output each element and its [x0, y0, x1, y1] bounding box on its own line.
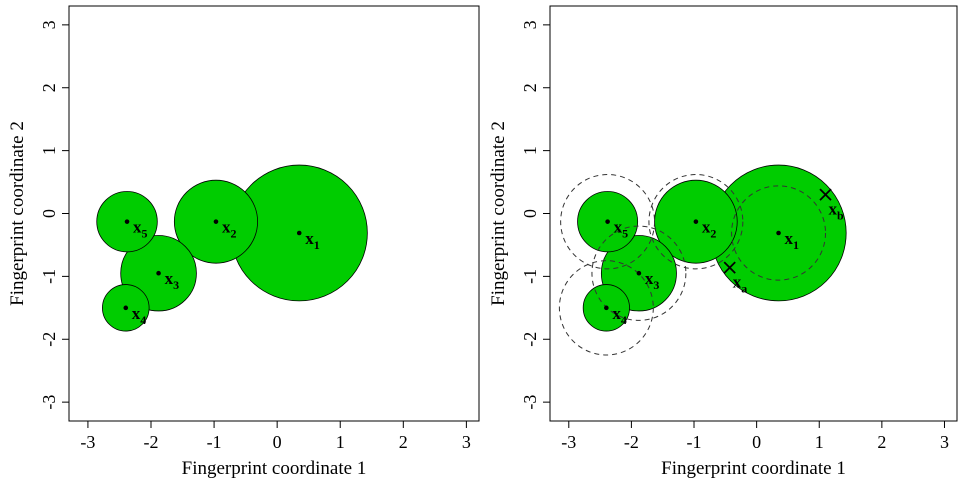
x-tick-label: 2 — [399, 432, 408, 452]
point-label-sub: 4 — [140, 313, 146, 327]
data-point-2 — [213, 219, 219, 224]
point-label-sub: 3 — [173, 278, 179, 292]
point-label-base: x — [305, 229, 314, 248]
point-label-sub: 4 — [621, 313, 627, 327]
y-tick-label: 0 — [39, 209, 59, 218]
point-label-sub: 2 — [710, 227, 716, 241]
y-tick-label: -1 — [520, 269, 540, 284]
dashed-circle-1 — [731, 185, 827, 281]
x-tick-label: -3 — [80, 432, 95, 452]
point-label-base: x — [165, 269, 174, 288]
point-label-1: x1 — [305, 229, 320, 252]
point-label-base: x — [785, 229, 794, 248]
y-axis-title: Fingerprint coordinate 2 — [7, 121, 28, 306]
y-tick-label: 3 — [39, 20, 59, 29]
y-tick-label: -1 — [39, 269, 59, 284]
dashed-circle-4 — [558, 260, 654, 356]
x-tick-label: -1 — [687, 432, 702, 452]
point-label-1: x1 — [785, 229, 800, 252]
y-tick-label: -2 — [520, 332, 540, 347]
x-axis-title: Fingerprint coordinate 1 — [182, 458, 367, 479]
point-label-5: x5 — [133, 218, 148, 241]
point-label-5: x5 — [614, 218, 629, 241]
point-label-sub: 5 — [622, 227, 628, 241]
data-point-2 — [693, 219, 699, 224]
y-axis-title: Fingerprint coordinate 2 — [488, 121, 509, 306]
data-point-3 — [156, 270, 161, 276]
point-label-2: x2 — [222, 218, 237, 241]
cross-marker-a — [723, 261, 736, 274]
x-tick-label: 0 — [752, 432, 761, 452]
point-label-3: x3 — [645, 269, 660, 292]
marker-label-base: x — [733, 273, 742, 292]
point-label-sub: 1 — [314, 238, 320, 252]
point-label-base: x — [222, 218, 231, 237]
x-tick-label: -1 — [207, 432, 222, 452]
data-point-4 — [604, 305, 609, 311]
x-tick-label: -2 — [144, 432, 159, 452]
point-label-sub: 2 — [230, 227, 236, 241]
y-tick-label: -3 — [520, 395, 540, 410]
cross-stroke-2 — [819, 188, 832, 201]
y-tick-label: -3 — [39, 395, 59, 410]
x-tick-label: 0 — [273, 432, 282, 452]
point-label-base: x — [612, 304, 621, 323]
point-label-sub: 3 — [653, 278, 659, 292]
x-axis-title: Fingerprint coordinate 1 — [661, 458, 846, 479]
data-point-1 — [296, 230, 302, 236]
marker-label-b: xb — [829, 200, 845, 223]
marker-label-sub: a — [741, 282, 747, 296]
x-tick-label: 2 — [877, 432, 886, 452]
point-label-base: x — [614, 218, 623, 237]
point-label-base: x — [133, 218, 142, 237]
marker-label-sub: b — [837, 209, 844, 223]
dashed-circle-5 — [560, 174, 656, 270]
data-point-4 — [123, 305, 129, 311]
point-label-4: x4 — [612, 304, 627, 327]
x-tick-label: 3 — [940, 432, 949, 452]
marker-label-base: x — [829, 200, 838, 219]
x-tick-label: -2 — [624, 432, 639, 452]
dashed-circle-2 — [648, 174, 744, 270]
y-tick-label: 0 — [520, 209, 540, 218]
y-tick-label: 1 — [520, 146, 540, 155]
point-label-sub: 5 — [142, 227, 148, 241]
x-tick-label: 3 — [462, 432, 471, 452]
data-point-3 — [636, 270, 642, 276]
point-label-2: x2 — [702, 218, 717, 241]
data-point-5 — [124, 219, 130, 224]
cross-marker-b — [819, 188, 832, 201]
marker-label-a: xa — [733, 273, 748, 296]
point-label-sub: 1 — [793, 238, 799, 252]
point-label-3: x3 — [165, 269, 180, 292]
point-label-base: x — [132, 304, 141, 323]
data-point-5 — [605, 219, 610, 224]
dashed-circle-3 — [591, 225, 687, 321]
x-tick-label: 1 — [815, 432, 824, 452]
point-label-4: x4 — [132, 304, 147, 327]
y-tick-label: 1 — [39, 146, 59, 155]
data-point-1 — [776, 230, 781, 236]
x-tick-label: -3 — [561, 432, 576, 452]
x-tick-label: 1 — [336, 432, 345, 452]
cross-stroke-2 — [723, 261, 736, 274]
y-tick-label: 3 — [520, 20, 540, 29]
y-tick-label: 2 — [39, 83, 59, 92]
y-tick-label: -2 — [39, 332, 59, 347]
point-label-base: x — [702, 218, 711, 237]
point-label-base: x — [645, 269, 654, 288]
y-tick-label: 2 — [520, 83, 540, 92]
